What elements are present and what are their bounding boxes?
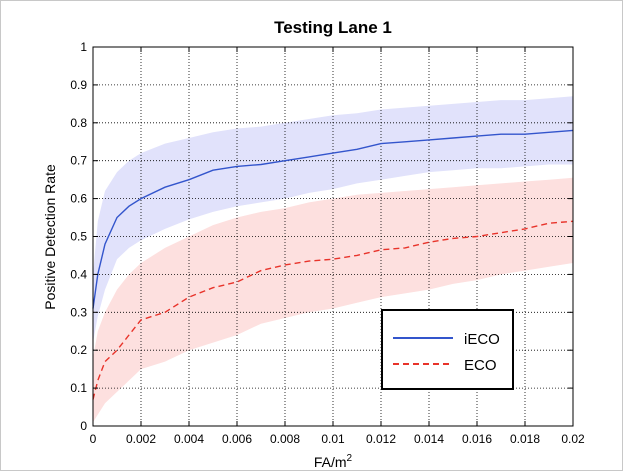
x-tick-label: 0.008 — [270, 432, 300, 446]
y-axis-label: Positive Detection Rate — [42, 164, 58, 310]
legend-label-ieco: iECO — [464, 331, 500, 348]
x-axis-label-superscript: 2 — [347, 453, 353, 464]
chart-title: Testing Lane 1 — [274, 18, 392, 37]
x-axis-label-text: FA/m — [314, 454, 347, 470]
legend-label-eco: ECO — [464, 357, 497, 374]
x-tick-label: 0.018 — [510, 432, 540, 446]
x-tick-label: 0.016 — [462, 432, 492, 446]
x-tick-label: 0.002 — [126, 432, 156, 446]
x-tick-label: 0.02 — [561, 432, 585, 446]
y-tick-label: 0.6 — [70, 192, 87, 206]
y-tick-label: 0.4 — [70, 267, 87, 281]
x-tick-label: 0.01 — [321, 432, 345, 446]
series-line-ieco — [92, 129, 574, 309]
legend-box — [381, 309, 514, 390]
confidence-band-ieco — [93, 96, 573, 343]
x-tick-label: 0.004 — [174, 432, 204, 446]
y-tick-label: 0.3 — [70, 305, 87, 319]
x-tick-label: 0.012 — [366, 432, 396, 446]
x-tick-label: 0.014 — [414, 432, 444, 446]
y-tick-label: 0 — [80, 419, 87, 433]
y-tick-label: 0.7 — [70, 154, 87, 168]
series-line-eco — [92, 220, 574, 400]
y-tick-label: 0.5 — [70, 230, 87, 244]
y-tick-label: 0.9 — [70, 78, 87, 92]
x-tick-label: 0 — [90, 432, 97, 446]
y-tick-label: 0.2 — [70, 343, 87, 357]
legend: iECO ECO — [381, 309, 514, 390]
x-axis-label: FA/m2 — [314, 453, 353, 470]
y-tick-label: 0.8 — [70, 116, 87, 130]
plot-area: 0 0.002 0.004 0.006 0.008 0.01 0.012 0.014 0.016… — [70, 40, 585, 446]
x-tick-label: 0.006 — [222, 432, 252, 446]
y-tick-label: 1 — [80, 40, 87, 54]
y-tick-label: 0.1 — [70, 381, 87, 395]
